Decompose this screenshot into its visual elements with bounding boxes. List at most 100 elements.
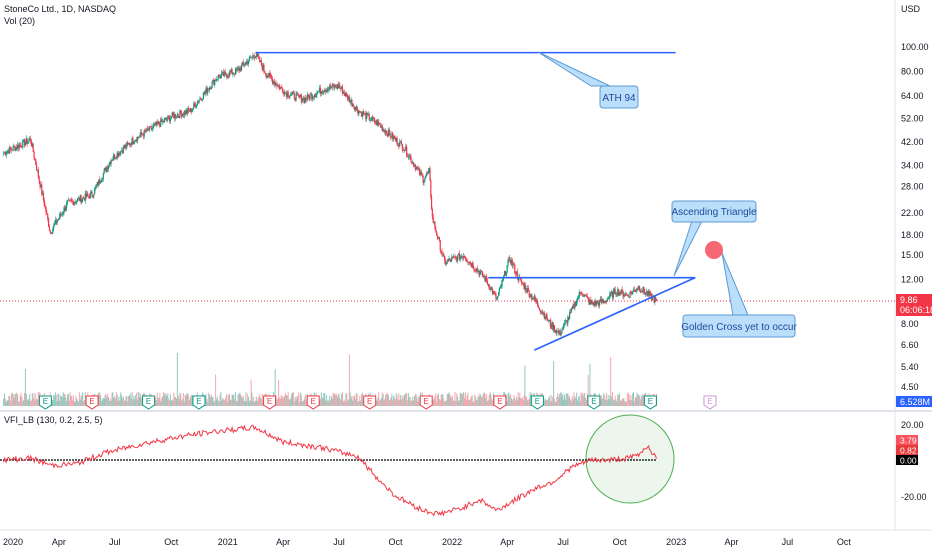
candle [574,300,576,311]
candle [545,313,547,319]
price-axis[interactable]: 100.00 80.00 64.00 52.00 42.00 34.00 28.00 22.0… [901,42,929,392]
candle [432,213,434,224]
earnings-marker[interactable]: E [643,395,657,410]
volume-bar [30,400,32,406]
earnings-marker[interactable]: E [587,395,601,410]
volume-bar [414,393,416,406]
earnings-marker[interactable]: E [419,395,433,410]
candle [11,149,13,151]
candle [508,256,510,263]
earnings-marker[interactable]: E [142,395,156,410]
earnings-marker[interactable]: E [192,395,206,410]
candle [148,125,151,133]
earnings-marker[interactable]: E [85,395,99,410]
earnings-marker[interactable]: E [493,395,507,410]
candle [369,117,371,123]
triangle-callout[interactable]: Ascending Triangle [671,200,757,277]
candle [452,253,454,259]
volume-bar [158,398,160,406]
candle [266,73,268,79]
volume-bar [464,392,466,406]
volume-bar [124,400,126,406]
volume-bar [171,399,173,406]
volume-bar [136,399,138,406]
ath-callout[interactable]: ATH 94 [537,51,639,109]
volume-bar [525,396,527,406]
candle [276,83,278,90]
volume-bar [627,392,629,406]
candle [278,83,281,91]
candle [318,84,321,94]
candle [275,80,277,86]
candle [204,89,206,97]
candle [636,287,638,294]
candle [295,90,297,102]
volume-bar [139,397,141,406]
candle [98,178,100,186]
volume-bar [633,392,635,406]
candle [297,91,299,97]
highlight-circle[interactable] [585,414,675,504]
indicator-pane[interactable] [0,412,895,530]
candle [399,138,401,148]
candle [261,63,263,72]
time-tick: Jul [782,537,794,547]
candle [461,253,463,259]
earnings-marker[interactable]: E [530,395,544,410]
volume-bar [284,395,286,406]
volume-bar [474,394,476,406]
candle [259,56,261,63]
earnings-letter: E [267,397,272,406]
volume-bar [276,399,278,406]
candle [554,329,556,333]
volume-bar [526,396,528,406]
candle [311,92,313,102]
earnings-marker[interactable]: E [306,395,320,410]
volume-bar [643,395,645,406]
earnings-marker[interactable]: E [38,395,52,410]
candle [133,141,135,145]
volume-value: 6.528M [900,397,930,407]
price-pane[interactable] [0,0,895,408]
volume-bar [215,399,217,406]
volume-bar [205,393,207,406]
candle [527,285,529,292]
volume-bar [350,397,352,406]
candle [623,292,625,300]
golden-cross-marker[interactable] [705,241,723,259]
candle [3,151,6,154]
earnings-marker[interactable]: E [363,395,377,410]
candle [147,126,150,132]
price-tick: 64.00 [901,91,924,101]
symbol-title: StoneCo Ltd., 1D, NASDAQ [4,4,116,14]
volume-bar [434,395,436,406]
candle [208,86,211,93]
trend-line-support[interactable] [533,276,696,351]
candle [493,290,495,295]
time-axis[interactable]: 2020 Apr Jul Oct 2021 Apr Jul Oct 2022 Apr Jul Oct 2… [3,537,851,547]
candle [76,200,78,205]
volume-bar [188,400,190,406]
candle [534,294,536,303]
volume-bar [616,401,618,406]
volume-bar [518,397,520,406]
candle [523,281,525,290]
candle [448,255,450,262]
candle [106,166,108,173]
volume-bar [472,401,474,406]
earnings-marker[interactable]: E [263,395,277,410]
candle [169,115,172,124]
earnings-marker[interactable]: E [703,395,717,410]
volume-bar [520,397,522,406]
candle [252,52,254,60]
vfi-tick-top: 20.00 [901,420,924,430]
trend-lines[interactable] [255,51,696,351]
candle [607,295,609,300]
golden-cross-callout[interactable]: Golden Cross yet to occur [681,252,797,338]
candle [75,200,77,206]
volume-bar [10,400,12,406]
volume-bar [159,393,161,406]
volume-bar [109,398,111,406]
